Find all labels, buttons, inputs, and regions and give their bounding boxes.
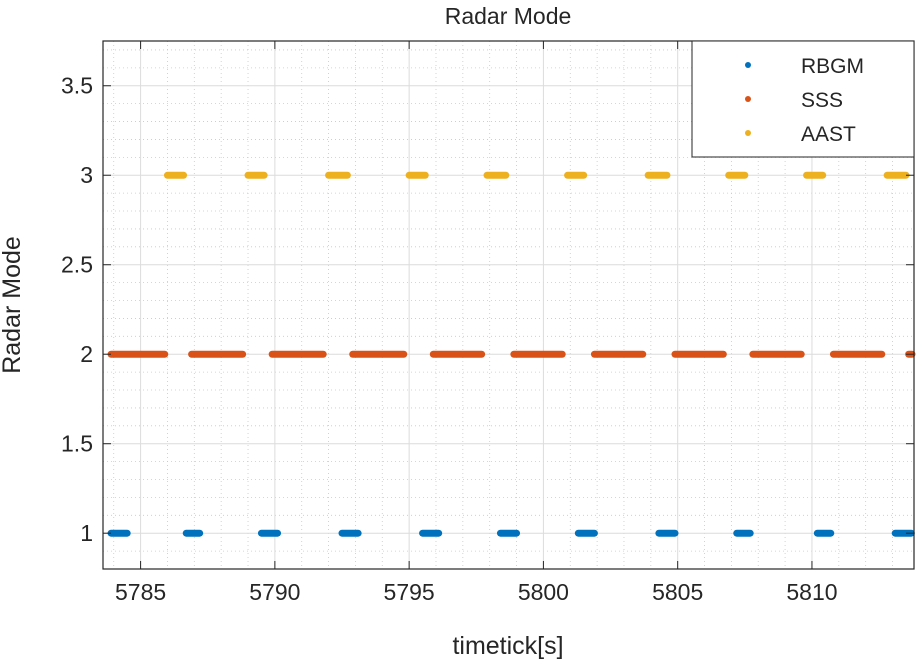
y-tick-label: 1.5: [61, 431, 93, 457]
sss-legend-label: SSS: [801, 89, 843, 112]
x-tick-labels: 5785 5790 5795 5800 5805 5810: [115, 579, 838, 605]
sss-legend-marker: [745, 96, 751, 102]
y-tick-label: 3.5: [61, 73, 93, 99]
plot-frame: [102, 40, 915, 570]
y-tick-label: 2: [80, 341, 93, 367]
series-layer: [107, 171, 916, 537]
tick-marks: [103, 41, 914, 569]
legend-box: [691, 40, 915, 158]
x-tick-label: 5790: [249, 579, 300, 605]
x-tick-label: 5810: [786, 579, 837, 605]
x-tick-label: 5800: [518, 579, 569, 605]
chart-title: Radar Mode: [445, 3, 572, 29]
x-tick-label: 5805: [652, 579, 703, 605]
y-tick-label: 3: [80, 162, 93, 188]
x-tick-label: 5785: [115, 579, 166, 605]
legend-items: RBGM SSS AAST: [745, 55, 864, 146]
aast-legend-marker: [745, 130, 751, 136]
y-tick-labels: 1 1.5 2 2.5 3 3.5: [61, 73, 93, 546]
y-axis-label: Radar Mode: [0, 236, 26, 374]
x-axis-label: timetick[s]: [452, 632, 563, 660]
aast-legend-label: AAST: [801, 123, 856, 146]
x-tick-label: 5795: [384, 579, 435, 605]
legend: RBGM SSS AAST: [691, 40, 915, 158]
minor-grid: [103, 41, 914, 570]
rbgm-legend-marker: [745, 62, 751, 68]
y-tick-label: 2.5: [61, 252, 93, 278]
rbgm-legend-label: RBGM: [801, 55, 864, 78]
y-tick-label: 1: [80, 520, 93, 546]
